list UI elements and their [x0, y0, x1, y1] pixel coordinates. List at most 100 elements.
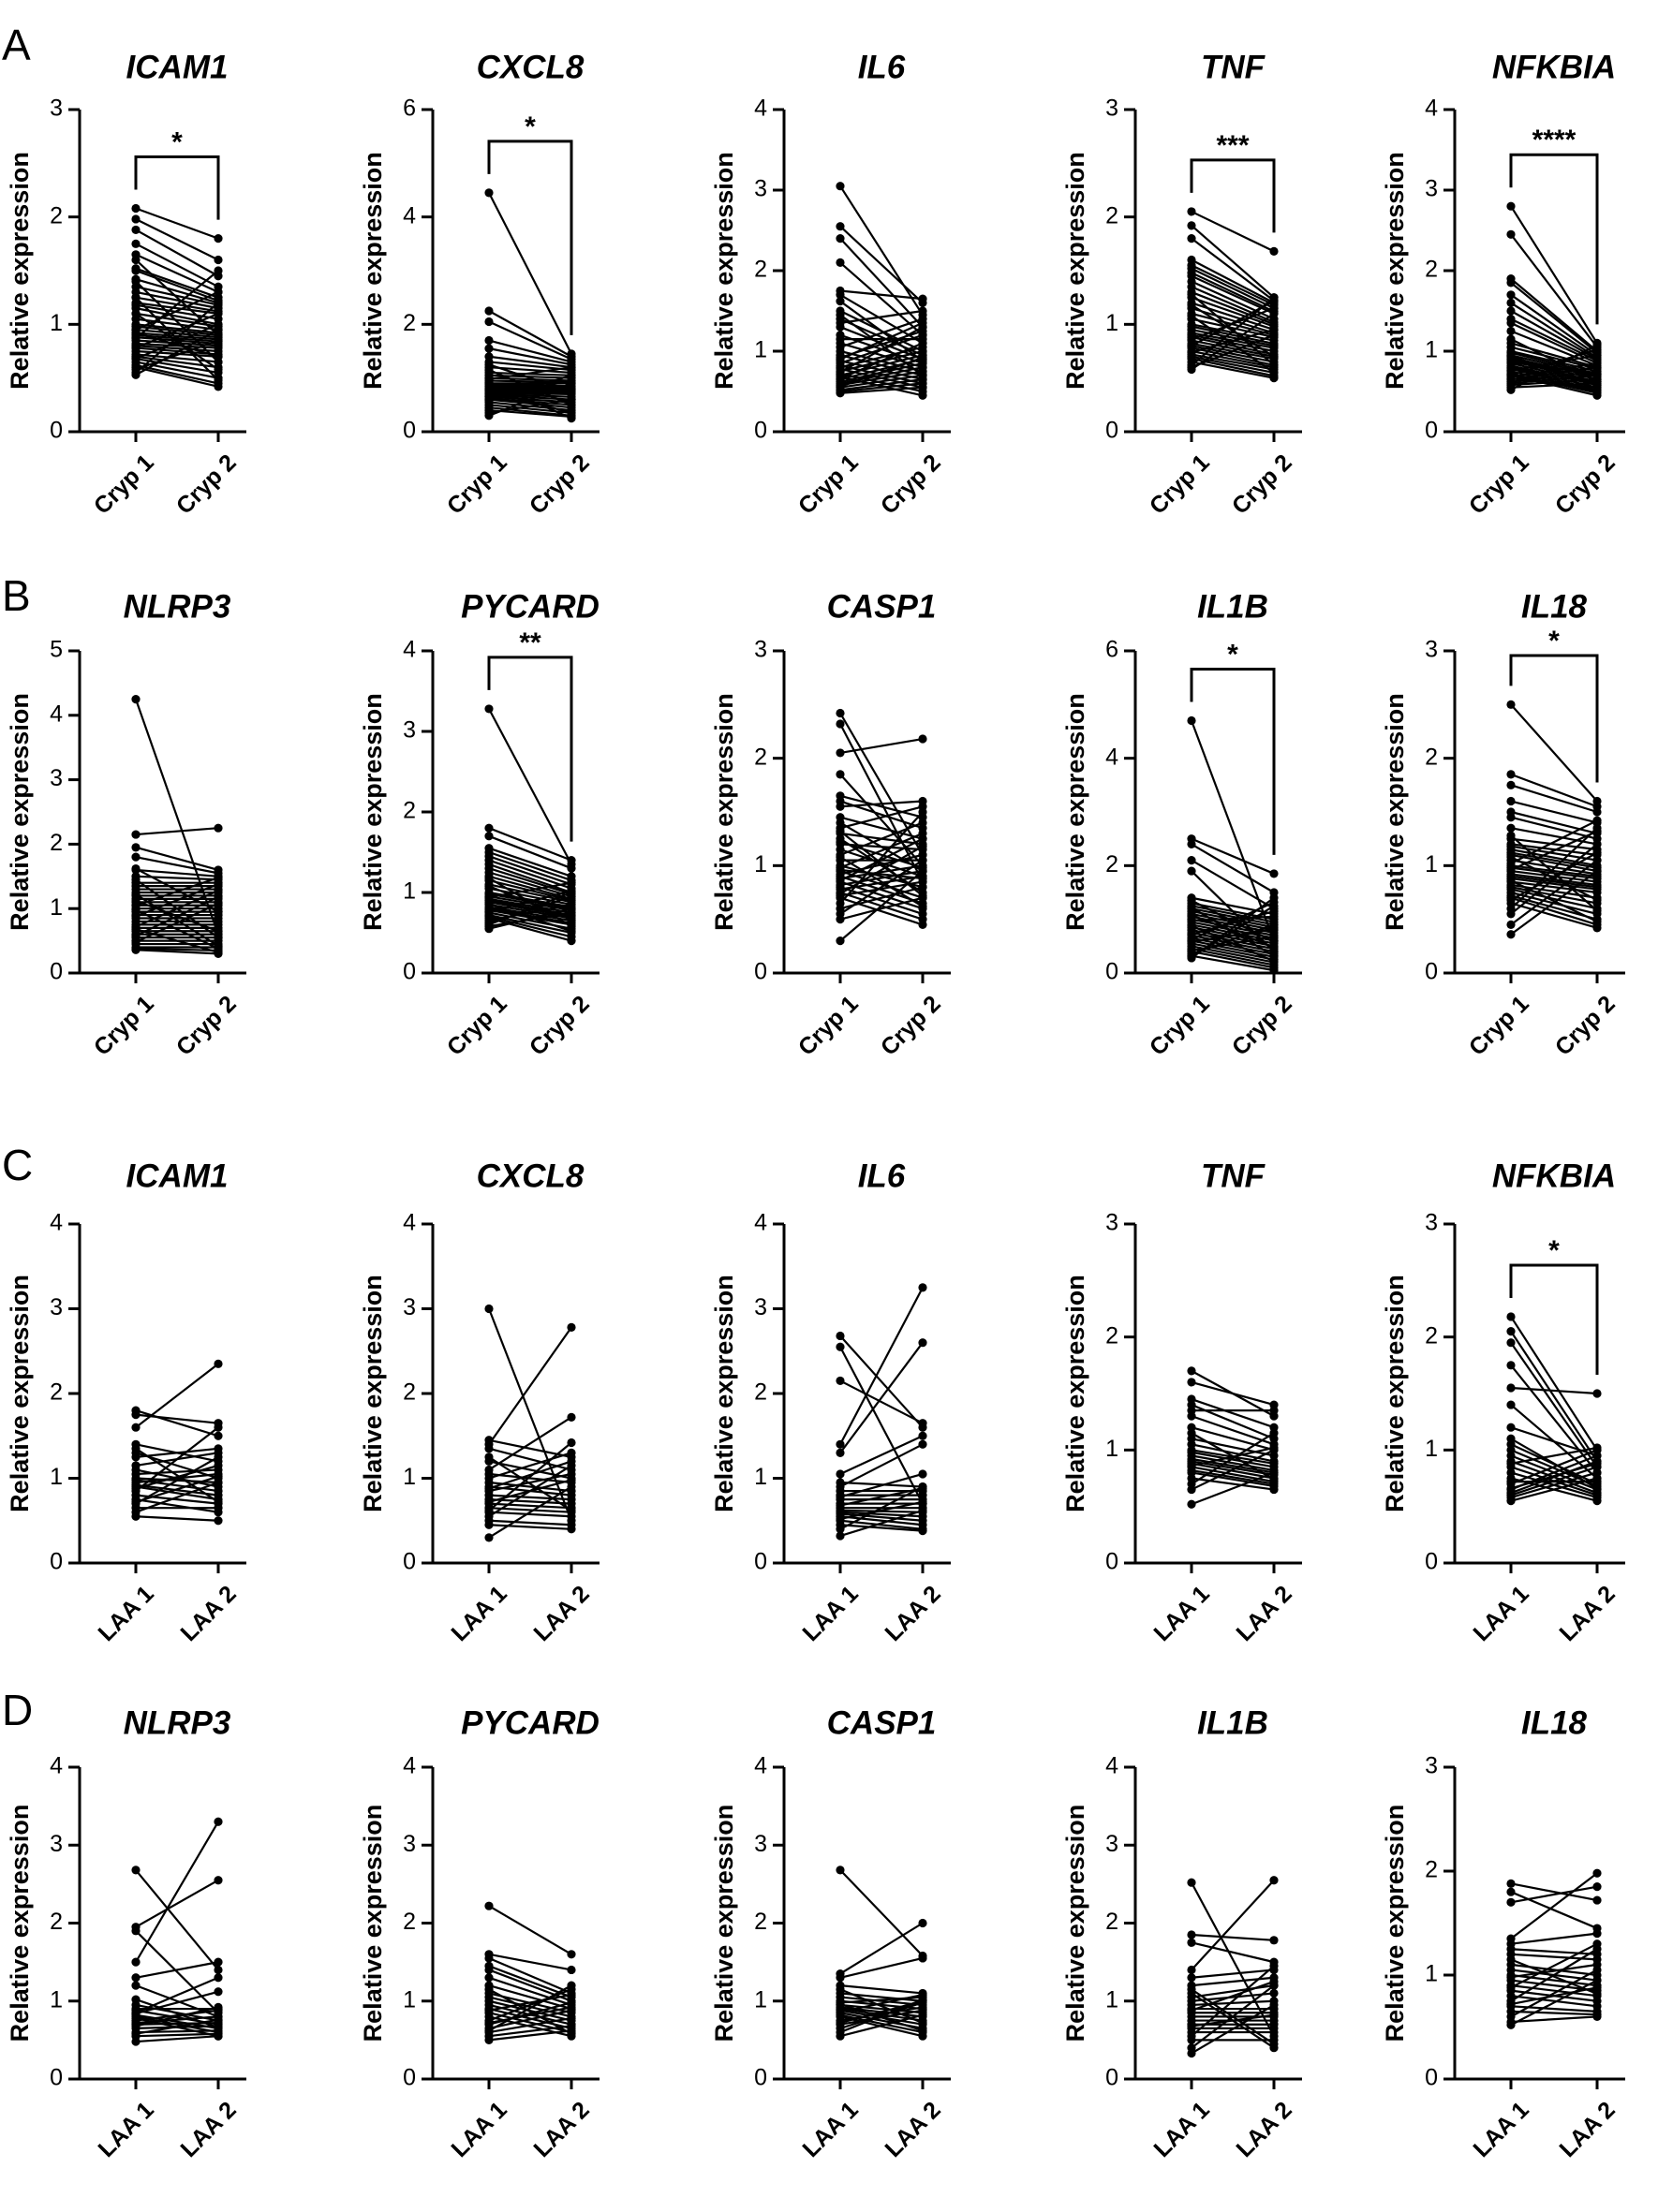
data-point	[567, 936, 576, 946]
data-point	[1269, 937, 1279, 947]
paired-line	[1191, 837, 1275, 875]
y-axis-label: Relative expression	[710, 693, 738, 931]
paired-line	[1510, 1331, 1598, 1463]
paired-line	[1510, 302, 1598, 359]
y-tick-label: 1	[754, 337, 767, 363]
paired-line	[839, 382, 924, 393]
y-tick-label: 3	[50, 96, 63, 122]
y-axis-label: Relative expression	[1381, 1275, 1409, 1512]
paired-line	[1510, 338, 1598, 383]
data-point	[836, 936, 845, 946]
paired-line	[1191, 286, 1275, 324]
data-point	[1187, 311, 1196, 320]
paired-line	[1510, 361, 1598, 376]
paired-line	[135, 286, 219, 306]
paired-line	[488, 881, 572, 899]
data-point	[484, 2026, 494, 2035]
paired-line	[488, 383, 572, 388]
data-point	[918, 1990, 927, 1999]
data-point	[1506, 831, 1516, 840]
y-tick-label: 0	[1425, 418, 1438, 444]
data-point	[918, 1506, 927, 1515]
paired-line	[1191, 1976, 1275, 1987]
data-point	[836, 1973, 845, 1983]
chart-d-nlrp3: NLRP3 Relative expression 0 1 2 3 4 LAA 1 LAA 2	[6, 1704, 246, 2162]
paired-line	[488, 708, 572, 865]
data-point	[131, 863, 141, 874]
paired-line	[135, 1447, 219, 1503]
data-point	[1506, 229, 1516, 239]
data-point	[1592, 1443, 1602, 1453]
chart-title: ICAM1	[126, 1158, 229, 1194]
paired-line	[839, 1435, 924, 1475]
data-point	[567, 886, 576, 895]
data-point	[214, 309, 223, 318]
paired-line	[1510, 880, 1598, 894]
paired-line	[1191, 935, 1275, 952]
y-tick-label: 2	[50, 830, 63, 856]
paired-line	[1510, 1446, 1598, 1465]
data-point	[1506, 1879, 1516, 1888]
paired-line	[135, 928, 219, 954]
data-point	[1187, 2021, 1196, 2030]
paired-line	[135, 323, 219, 361]
data-point	[567, 1456, 576, 1466]
paired-line	[488, 381, 572, 420]
data-point	[1506, 306, 1516, 316]
data-point	[1187, 1484, 1196, 1495]
data-point	[836, 719, 845, 729]
y-tick-label: 2	[1105, 202, 1118, 229]
data-point	[1269, 361, 1279, 370]
data-point	[567, 904, 576, 913]
paired-line	[135, 2006, 219, 2028]
y-tick-label: 1	[1105, 1436, 1118, 1462]
paired-line	[839, 864, 924, 880]
data-point	[131, 852, 141, 862]
data-point	[1592, 839, 1602, 849]
chart-a-cxcl8: CXCL8 Relative expression 0 2 4 6 Cryp 1 Cryp 2…	[359, 49, 600, 520]
data-point	[1592, 917, 1602, 926]
data-point	[1592, 1975, 1602, 1985]
y-tick-label: 2	[1425, 744, 1438, 770]
paired-line	[488, 192, 572, 355]
data-point	[1592, 391, 1602, 400]
data-point	[131, 293, 141, 302]
paired-line	[839, 868, 924, 880]
data-point	[918, 391, 927, 400]
data-point	[1506, 909, 1516, 919]
data-point	[1269, 2028, 1279, 2037]
data-point	[1269, 1961, 1279, 1970]
y-tick-label: 1	[403, 878, 416, 905]
y-tick-label: 2	[1105, 851, 1118, 877]
y-tick-label: 2	[1105, 1909, 1118, 1935]
data-point	[836, 876, 845, 885]
paired-line	[839, 896, 924, 926]
data-point	[836, 382, 845, 391]
y-tick-label: 5	[50, 637, 63, 663]
data-point	[214, 2023, 223, 2032]
data-point	[1592, 807, 1602, 817]
x-category-label: LAA 1	[446, 1581, 511, 1646]
paired-line	[839, 1984, 924, 1995]
data-point	[918, 371, 927, 380]
data-point	[836, 222, 845, 231]
data-point	[131, 2009, 141, 2018]
paired-line	[488, 1953, 572, 1971]
paired-line	[1191, 290, 1275, 326]
chart-d-il18: IL18 Relative expression 0 1 2 3 LAA 1 LAA 2	[1381, 1704, 1625, 2162]
paired-line	[135, 1869, 219, 1971]
paired-line	[1191, 1397, 1275, 1429]
paired-line	[488, 1452, 572, 1480]
data-point	[214, 873, 223, 882]
data-point	[484, 344, 494, 353]
data-point	[1506, 1459, 1516, 1468]
x-category-label: LAA 2	[1231, 1581, 1296, 1646]
paired-line	[488, 2016, 572, 2034]
paired-line	[135, 366, 219, 388]
y-tick-label: 2	[754, 1379, 767, 1406]
paired-line	[1510, 1986, 1598, 2006]
data-point	[1187, 1461, 1196, 1470]
data-point	[1506, 1954, 1516, 1964]
y-axis-label: Relative expression	[359, 152, 387, 390]
y-tick-label: 0	[1105, 959, 1118, 985]
